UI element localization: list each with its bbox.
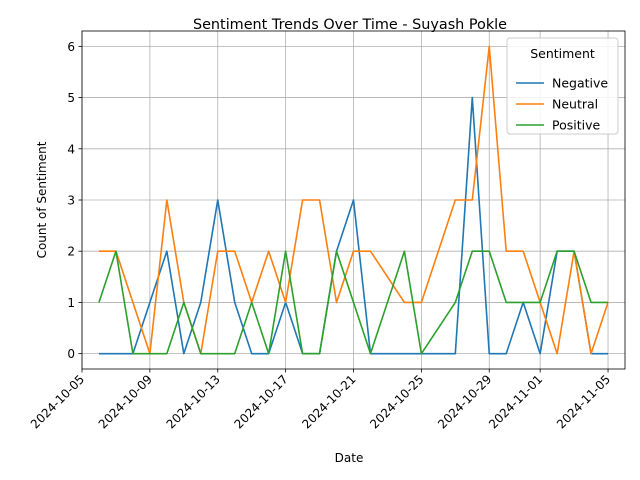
y-axis-label: Count of Sentiment [35, 141, 49, 258]
series-lines [98, 45, 609, 355]
legend-box [506, 37, 619, 135]
y-tick-label: 4 [67, 142, 75, 156]
legend-label-neutral: Neutral [552, 97, 598, 112]
x-tick-label: 2024-10-09 [96, 372, 155, 431]
series-line-neutral [98, 45, 609, 355]
y-tick-label: 6 [67, 40, 75, 54]
x-tick-label: 2024-10-21 [299, 372, 358, 431]
y-tick-label: 2 [67, 245, 75, 259]
legend: Sentiment Negative Neutral Positive [506, 37, 619, 135]
y-tick-label: 3 [67, 194, 75, 208]
chart-title: Sentiment Trends Over Time - Suyash Pokl… [193, 17, 507, 33]
legend-title: Sentiment [530, 46, 595, 61]
x-tick-label: 2024-11-05 [554, 372, 613, 431]
x-axis-label: Date [335, 451, 364, 465]
x-tick-label: 2024-10-29 [435, 372, 494, 431]
x-tick-label: 2024-11-01 [486, 372, 545, 431]
x-axis-ticks: 2024-10-05 2024-10-09 2024-10-13 2024-10-17… [28, 369, 613, 431]
x-tick-label: 2024-10-17 [232, 372, 291, 431]
y-tick-label: 5 [67, 91, 75, 105]
legend-label-negative: Negative [552, 76, 608, 91]
x-tick-label: 2024-10-05 [28, 372, 87, 431]
y-tick-label: 0 [67, 347, 75, 361]
y-axis-ticks: 0 1 2 3 4 5 6 [67, 40, 82, 361]
legend-label-positive: Positive [552, 118, 600, 133]
series-line-positive [98, 250, 609, 355]
x-tick-label: 2024-10-25 [367, 372, 426, 431]
y-tick-label: 1 [67, 296, 75, 310]
x-tick-label: 2024-10-13 [164, 372, 223, 431]
